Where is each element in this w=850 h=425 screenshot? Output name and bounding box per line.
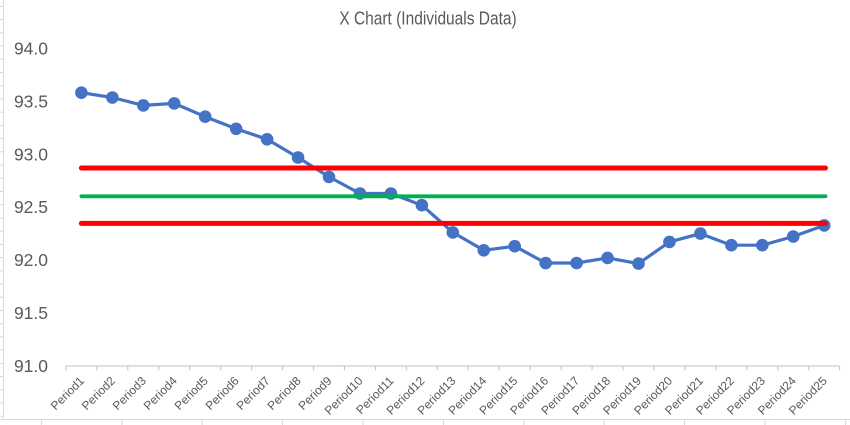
- svg-text:94.0: 94.0: [14, 39, 48, 59]
- svg-text:91.0: 91.0: [14, 356, 48, 376]
- svg-text:92.5: 92.5: [14, 197, 48, 217]
- svg-text:92.0: 92.0: [14, 250, 48, 270]
- svg-text:93.5: 93.5: [14, 91, 48, 111]
- svg-text:91.5: 91.5: [14, 303, 48, 323]
- svg-text:93.0: 93.0: [14, 144, 48, 164]
- svg-text:X Chart (Individuals Data): X Chart (Individuals Data): [339, 9, 516, 29]
